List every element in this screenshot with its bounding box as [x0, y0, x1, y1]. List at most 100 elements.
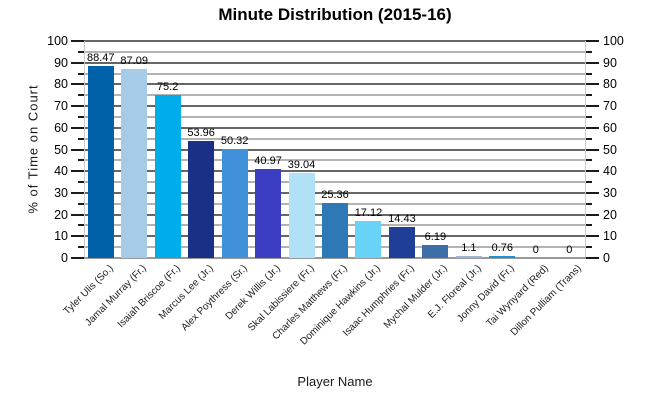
y-major-tick-right — [586, 257, 599, 259]
y-minor-tick-left — [78, 202, 84, 205]
y-major-tick-right — [586, 170, 599, 173]
y-major-tick-right — [586, 213, 599, 216]
y-tick-label-right: 80 — [603, 77, 617, 92]
y-tick-label-left: 80 — [54, 77, 68, 92]
x-tick-label: Jonny David (Fr.) — [455, 263, 518, 325]
y-minor-tick-right — [586, 202, 592, 205]
plot-area: 88.47 87.09 75.2 53.96 50.32 40.97 39.04 25.36 1… — [84, 40, 586, 259]
bar-5 — [221, 148, 248, 258]
x-axis-line — [84, 257, 586, 259]
y-major-tick-right — [586, 148, 599, 151]
x-tick-label: Isaac Humphries (Fr.) — [340, 263, 417, 339]
minor-gridline — [84, 181, 586, 184]
x-tick-label: Mychal Mulder (Jr.) — [382, 263, 451, 331]
y-tick-label-left: 60 — [54, 120, 68, 135]
y-tick-label-left: 50 — [54, 142, 68, 157]
x-tick-label: Tai Wynyard (Red) — [484, 263, 551, 330]
x-tick-label: Isaiah Briscoe (Fr.) — [115, 263, 183, 331]
major-gridline — [84, 83, 586, 86]
x-tick-label: Dillon Pulliam (Trans) — [508, 263, 585, 339]
x-tick-label: Dominique Hawkins (Jr.) — [298, 263, 384, 348]
y-tick-label-left: 70 — [54, 99, 68, 114]
minor-gridline — [84, 94, 586, 97]
x-tick-label: Charles Matthews (Fr.) — [270, 263, 350, 343]
bar-value-label: 14.43 — [388, 212, 416, 225]
y-minor-tick-left — [78, 94, 84, 97]
bar-value-label: 40.97 — [254, 155, 282, 168]
y-minor-tick-left — [78, 224, 84, 227]
minor-gridline — [84, 72, 586, 75]
y-major-tick-left — [71, 40, 84, 42]
bar-7 — [288, 173, 315, 258]
y-minor-tick-right — [586, 115, 592, 118]
y-tick-label-left: 0 — [61, 251, 68, 265]
y-major-tick-right — [586, 235, 599, 238]
y-tick-label-right: 20 — [603, 207, 617, 222]
y-tick-label-right: 10 — [603, 229, 617, 244]
y-major-tick-right — [586, 83, 599, 86]
y-minor-tick-right — [586, 181, 592, 184]
y-major-tick-left — [71, 105, 84, 108]
minor-gridline — [84, 115, 586, 118]
bar-9 — [355, 220, 382, 258]
bar-value-label: 0 — [532, 244, 539, 256]
y-major-tick-right — [586, 191, 599, 194]
y-tick-label-right: 70 — [603, 99, 617, 114]
y-tick-label-left: 40 — [54, 164, 68, 179]
bar-value-label: 39.04 — [287, 159, 316, 172]
y-major-tick-left — [71, 170, 84, 173]
bar-value-label: 87.09 — [120, 55, 148, 67]
y-major-tick-left — [71, 191, 84, 194]
bar-value-label: 88.47 — [86, 52, 115, 65]
minor-gridline — [84, 159, 586, 162]
y-minor-tick-right — [586, 224, 592, 227]
y-major-tick-left — [71, 257, 84, 259]
bar-11 — [422, 244, 449, 258]
y-major-tick-left — [71, 235, 84, 238]
y-tick-label-right: 60 — [603, 120, 617, 135]
y-tick-label-left: 10 — [54, 229, 68, 244]
minor-gridline — [84, 137, 586, 140]
x-tick-label: Derek Willis (Jr.) — [223, 263, 283, 323]
bar-value-label: 50.32 — [220, 134, 249, 147]
bar-4 — [188, 140, 215, 258]
bar-6 — [255, 169, 282, 258]
major-gridline — [84, 61, 586, 64]
bar-value-label: 25.36 — [321, 188, 349, 201]
y-major-tick-right — [586, 40, 599, 42]
y-minor-tick-left — [78, 181, 84, 184]
y-minor-tick-right — [586, 94, 592, 97]
bar-value-label: 6.19 — [424, 230, 447, 243]
y-major-tick-left — [71, 148, 84, 151]
major-gridline — [84, 191, 586, 194]
y-tick-label-right: 0 — [603, 251, 610, 265]
y-minor-tick-right — [586, 137, 592, 140]
major-gridline — [84, 126, 586, 129]
x-tick-label: Skal Labissiere (Fr.) — [245, 263, 317, 334]
major-gridline — [84, 40, 586, 42]
y-minor-tick-right — [586, 50, 592, 53]
major-gridline — [84, 170, 586, 173]
y-major-tick-right — [586, 105, 599, 108]
y-tick-label-left: 90 — [54, 55, 68, 70]
y-tick-label-left: 30 — [54, 185, 68, 200]
bar-12 — [455, 255, 482, 258]
y-minor-tick-left — [78, 50, 84, 53]
y-tick-label-right: 30 — [603, 185, 617, 200]
y-minor-tick-right — [586, 72, 592, 75]
bar-8 — [322, 202, 348, 258]
bar-value-label: 17.12 — [354, 206, 383, 219]
chart-title: Minute Distribution (2015-16) — [218, 5, 452, 24]
y-major-tick-right — [586, 61, 599, 64]
y-minor-tick-left — [78, 72, 84, 75]
y-major-tick-left — [71, 83, 84, 86]
x-tick-label: Alex Poythress (Sr.) — [179, 263, 250, 334]
y-axis-line-right — [585, 41, 586, 258]
major-gridline — [84, 105, 586, 108]
bar-13 — [489, 256, 516, 258]
y-tick-label-right: 100 — [603, 34, 624, 48]
bar-10 — [388, 226, 415, 258]
y-major-tick-right — [586, 126, 599, 129]
x-axis-title: Player Name — [297, 374, 373, 389]
y-tick-label-right: 40 — [603, 164, 617, 179]
